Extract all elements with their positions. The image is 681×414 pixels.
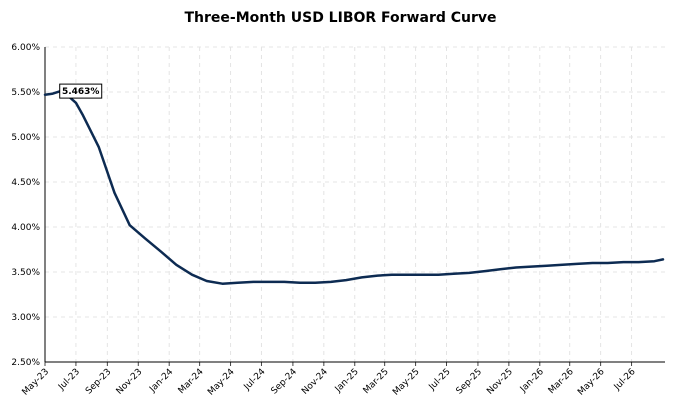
x-tick-label: Sep-25 (455, 367, 484, 396)
x-tick-label: Jan-25 (333, 367, 361, 395)
y-tick-label: 4.50% (11, 178, 40, 188)
y-tick-label: 2.50% (11, 358, 40, 368)
x-tick-label: Mar-26 (547, 367, 576, 396)
x-tick-label: Jan-24 (147, 367, 175, 395)
x-tick-label: Nov-24 (300, 367, 330, 397)
x-tick-label: Jan-26 (518, 367, 546, 395)
x-tick-label: May-23 (21, 367, 52, 398)
x-tick-label: May-25 (391, 367, 422, 398)
x-tick-label: May-26 (576, 367, 607, 398)
x-tick-label: Mar-24 (177, 367, 206, 396)
y-tick-label: 5.50% (11, 88, 40, 98)
y-tick-label: 5.00% (11, 133, 40, 143)
y-tick-label: 6.00% (11, 43, 40, 53)
x-tick-label: Jul-23 (56, 367, 82, 393)
x-tick-label: Mar-25 (362, 367, 391, 396)
x-tick-label: Jul-26 (612, 367, 638, 393)
x-tick-label: Sep-24 (270, 367, 300, 397)
y-tick-label: 4.00% (11, 223, 40, 233)
x-tick-label: Nov-23 (115, 367, 145, 397)
chart-title: Three-Month USD LIBOR Forward Curve (184, 10, 497, 26)
x-tick-label: May-24 (206, 367, 237, 398)
y-tick-label: 3.50% (11, 268, 40, 278)
x-tick-label: Sep-23 (84, 367, 113, 396)
forward-curve-line (43, 89, 665, 285)
y-tick-label: 3.00% (11, 313, 40, 323)
x-tick-label: Jul-24 (242, 367, 268, 393)
annotation-box (59, 83, 103, 99)
x-tick-label: Nov-25 (485, 367, 515, 397)
x-tick-label: Jul-25 (427, 367, 453, 393)
annotation-label: 5.463% (62, 87, 100, 97)
